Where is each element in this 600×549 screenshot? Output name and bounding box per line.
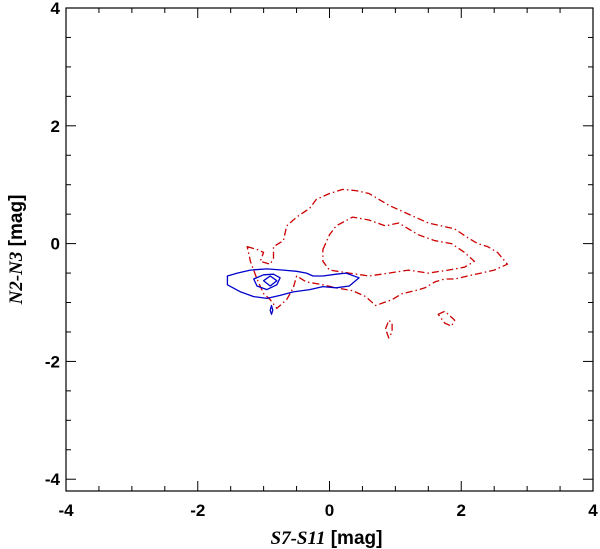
contour-line [322,216,476,277]
contour-line [262,275,278,287]
contour-line [269,304,274,315]
blue-contour-series [226,268,360,315]
contour-line [437,310,456,327]
y-tick-labels: -4 -2 0 2 4 [45,0,61,489]
contour-line [226,268,360,300]
x-tick-label: 2 [457,501,466,520]
y-axis-label-name: N2-N3 [6,252,27,306]
contour-line [253,273,281,291]
x-axis-label-unit: [mag] [325,528,382,549]
x-tick-label: 4 [588,501,598,520]
x-tick-label: 0 [325,501,334,520]
y-axis-label: N2-N3 [mag] [6,195,27,306]
x-tick-label: -2 [190,501,205,520]
plot-frame [65,7,594,492]
y-tick-label: -4 [45,470,61,489]
red-contour-series [246,188,509,339]
contour-line [384,319,393,339]
contour-line [246,188,509,310]
y-tick-label: 2 [51,117,60,136]
y-tick-label: 4 [51,0,61,18]
x-tick-label: -4 [58,501,74,520]
x-axis-label: S7-S11 [mag] [271,528,383,549]
y-tick-label: 0 [51,235,60,254]
x-axis-label-name: S7-S11 [271,528,326,549]
tick-marks [65,7,594,491]
contour-layer [226,188,509,339]
x-tick-labels: -4 -2 0 2 4 [58,501,598,520]
y-tick-label: -2 [45,352,60,371]
y-axis-label-unit: [mag] [6,195,27,252]
